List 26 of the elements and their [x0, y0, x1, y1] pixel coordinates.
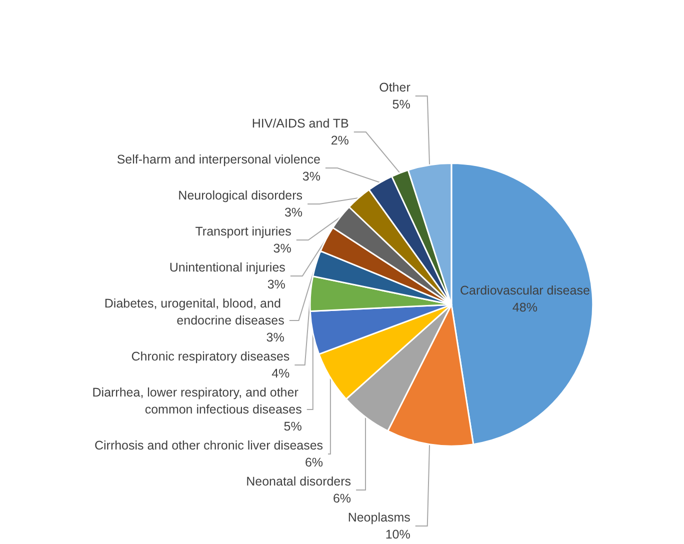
data-label: 3%	[266, 330, 284, 344]
slice-label: Neurological disorders	[178, 188, 303, 202]
slice-label: Cirrhosis and other chronic liver diseases	[94, 438, 324, 452]
slice-label: Cardiovascular disease	[460, 283, 590, 298]
data-label: 6%	[332, 492, 352, 506]
data-label: 3%	[273, 242, 292, 256]
data-label: 5%	[392, 98, 410, 112]
data-label: 6%	[304, 456, 324, 470]
slice-label: Unintentional injuries	[169, 260, 286, 274]
slice-label: Neoplasms	[348, 510, 410, 524]
slice-label: Diabetes, urogenital, blood, and endocrine diseases	[104, 296, 284, 328]
slice-label: Self-harm and interpersonal violence	[116, 152, 320, 166]
data-label: 2%	[330, 134, 349, 148]
data-label: 48%	[512, 300, 538, 314]
data-label: 10%	[385, 528, 410, 542]
slice-label: Diarrhea, lower respiratory, and other common infectious diseases	[92, 386, 302, 416]
slice-label: Neonatal disorders	[246, 474, 352, 488]
slice-label: Transport injuries	[195, 224, 292, 238]
data-label: 5%	[284, 420, 302, 434]
slice-label: Chronic respiratory diseases	[131, 350, 290, 364]
slice-label: HIV/AIDS and TB	[252, 116, 349, 130]
data-label: 3%	[284, 206, 303, 220]
data-label: 3%	[302, 170, 320, 184]
slice-label: Other	[379, 80, 410, 94]
data-label: 4%	[272, 366, 290, 380]
data-label: 3%	[267, 278, 286, 292]
